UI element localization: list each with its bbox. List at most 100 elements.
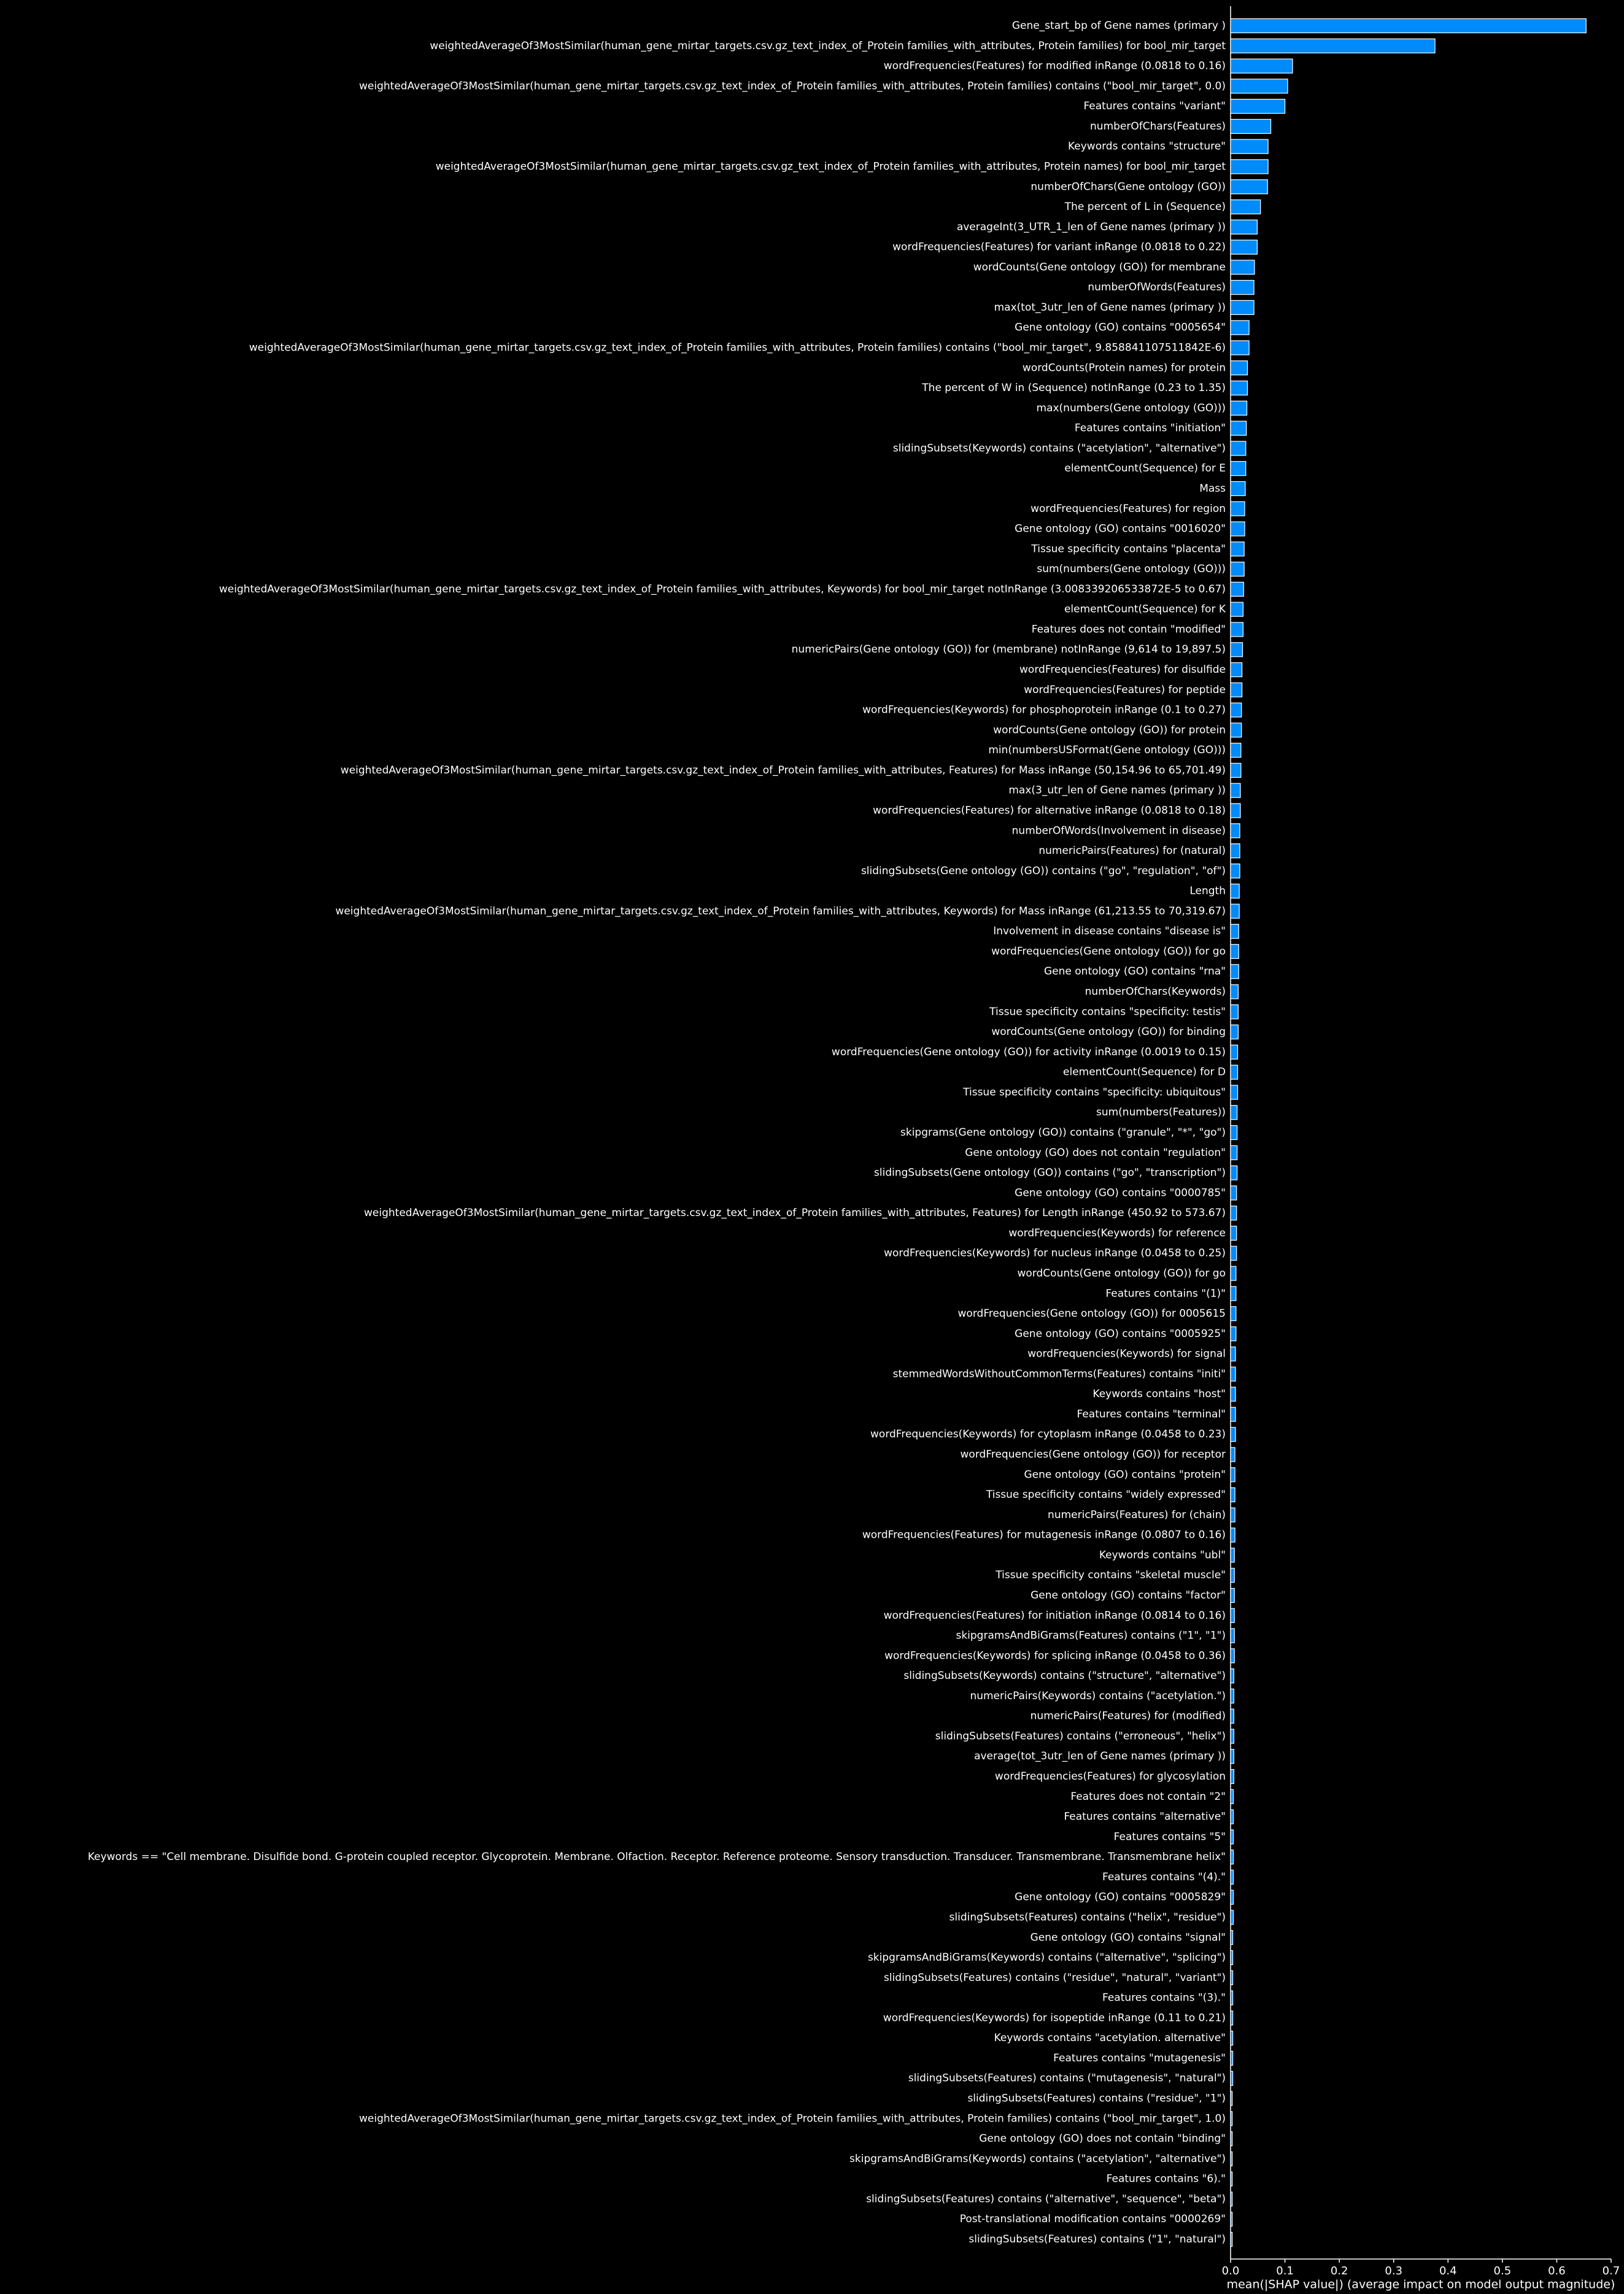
bar (1230, 984, 1239, 999)
bar (1230, 1085, 1239, 1100)
y-tick-label: sum(numbers(Features)) (1096, 1106, 1226, 1118)
y-tick-label: slidingSubsets(Features) contains ("resi… (884, 1972, 1226, 1984)
bar (1230, 360, 1248, 376)
bar (1230, 1608, 1235, 1623)
bar (1230, 1326, 1237, 1341)
bar (1230, 2191, 1233, 2207)
y-tick-label: wordFrequencies(Features) for glycosylat… (995, 1770, 1226, 1783)
bar (1230, 118, 1272, 134)
y-tick-label: max(3_utr_len of Gene names (primary )) (1008, 785, 1226, 797)
bar (1230, 843, 1240, 859)
y-tick-label: slidingSubsets(Gene ontology (GO)) conta… (861, 865, 1226, 877)
bar (1230, 1105, 1238, 1120)
y-tick-label: wordCounts(Protein names) for protein (1023, 362, 1226, 374)
y-tick-label: weightedAverageOf3MostSimilar(human_gene… (359, 80, 1226, 92)
y-tick-label: Gene ontology (GO) contains "signal" (1030, 1931, 1226, 1943)
bar (1230, 622, 1243, 637)
y-tick-label: numericPairs(Features) for (chain) (1048, 1509, 1226, 1521)
bar (1230, 1387, 1236, 1402)
x-tick-label: 0.0 (1222, 2265, 1240, 2277)
bar (1230, 239, 1258, 255)
bar (1230, 1789, 1234, 1804)
bar (1230, 642, 1243, 657)
y-tick-label: wordFrequencies(Features) for region (1030, 503, 1226, 515)
bar (1230, 1206, 1237, 1221)
bar (1230, 883, 1240, 899)
y-tick-label: weightedAverageOf3MostSimilar(human_gene… (341, 764, 1226, 777)
bar (1230, 2111, 1233, 2126)
y-tick-label: Gene ontology (GO) contains "0005654" (1015, 322, 1226, 334)
bar (1230, 260, 1255, 275)
bar (1230, 823, 1240, 839)
bar (1230, 1930, 1234, 1945)
y-tick-label: elementCount(Sequence) for K (1064, 603, 1226, 616)
y-tick-label: Gene ontology (GO) contains "protein" (1024, 1468, 1226, 1481)
bar (1230, 1366, 1236, 1382)
y-tick-label: wordFrequencies(Gene ontology (GO)) for … (958, 1308, 1226, 1320)
y-tick-label: weightedAverageOf3MostSimilar(human_gene… (335, 905, 1226, 917)
y-tick-label: numericPairs(Features) for (modified) (1030, 1710, 1226, 1722)
y-tick-label: Post-translational modification contains… (960, 2213, 1226, 2225)
bar (1230, 461, 1247, 476)
y-tick-label: Gene ontology (GO) contains "rna" (1044, 966, 1226, 978)
y-tick-label: skipgramsAndBiGrams(Keywords) contains (… (849, 2153, 1226, 2165)
y-tick-label: wordFrequencies(Gene ontology (GO)) for … (961, 1449, 1226, 1461)
y-tick-label: wordFrequencies(Gene ontology (GO)) for … (832, 1046, 1226, 1058)
bar (1230, 1246, 1237, 1261)
y-tick-label: min(numbersUSFormat(Gene ontology (GO))) (988, 744, 1226, 756)
y-tick-label: sum(numbers(Gene ontology (GO))) (1037, 563, 1226, 575)
bar (1230, 1850, 1234, 1865)
bar (1230, 904, 1240, 919)
bar (1230, 581, 1244, 597)
y-tick-label: max(numbers(Gene ontology (GO))) (1037, 402, 1226, 414)
bar (1230, 1125, 1238, 1141)
bar (1230, 1004, 1239, 1020)
y-tick-label: wordCounts(Gene ontology (GO)) for membr… (973, 261, 1226, 273)
bar (1230, 2031, 1234, 2046)
bar (1230, 521, 1245, 537)
bar (1230, 1910, 1234, 1925)
y-tick-label: Involvement in disease contains "disease… (993, 925, 1226, 937)
bar (1230, 1406, 1236, 1422)
bar (1230, 2010, 1234, 2026)
x-tick-label: 0.3 (1385, 2265, 1402, 2277)
y-tick-label: weightedAverageOf3MostSimilar(human_gene… (219, 583, 1226, 595)
bar (1230, 1024, 1239, 1040)
y-tick-label: elementCount(Sequence) for E (1064, 462, 1226, 475)
bar (1230, 1467, 1235, 1482)
bar (1230, 79, 1288, 94)
y-tick-label: slidingSubsets(Features) contains ("1", … (969, 2233, 1226, 2246)
y-tick-label: wordFrequencies(Features) for peptide (1024, 684, 1226, 696)
bar (1230, 300, 1255, 316)
y-tick-label: numberOfChars(Gene ontology (GO)) (1030, 180, 1226, 193)
y-tick-label: Tissue specificity contains "widely expr… (986, 1489, 1226, 1501)
y-tick-label: slidingSubsets(Features) contains ("resi… (967, 2093, 1226, 2105)
y-tick-label: slidingSubsets(Keywords) contains ("stru… (903, 1670, 1226, 1682)
y-tick-label: wordFrequencies(Features) for initiation… (884, 1610, 1226, 1622)
bar (1230, 2050, 1234, 2066)
y-tick-label: stemmedWordsWithoutCommonTerms(Features)… (893, 1368, 1226, 1380)
bar (1230, 1809, 1234, 1824)
y-tick-label: wordCounts(Gene ontology (GO)) for prote… (993, 724, 1226, 736)
bar (1230, 2151, 1233, 2166)
bar (1230, 1568, 1235, 1583)
bar (1230, 743, 1242, 758)
y-tick-label: wordFrequencies(Keywords) for cytoplasm … (870, 1428, 1226, 1441)
y-tick-label: The percent of W in (Sequence) notInRang… (921, 382, 1226, 394)
bar (1230, 1970, 1234, 1985)
y-tick-label: Keywords contains "acetylation. alternat… (994, 2032, 1226, 2044)
bar (1230, 1286, 1237, 1301)
bar (1230, 99, 1286, 114)
bar (1230, 2131, 1233, 2147)
bar (1230, 1688, 1234, 1703)
bar (1230, 320, 1250, 335)
bar (1230, 1769, 1234, 1784)
bar (1230, 1447, 1235, 1462)
bar (1230, 1628, 1235, 1643)
bar (1230, 783, 1241, 798)
y-tick-label: numberOfWords(Features) (1088, 281, 1226, 293)
bar (1230, 723, 1242, 738)
bar (1230, 18, 1587, 34)
y-tick-label: skipgramsAndBiGrams(Features) contains (… (956, 1630, 1226, 1642)
